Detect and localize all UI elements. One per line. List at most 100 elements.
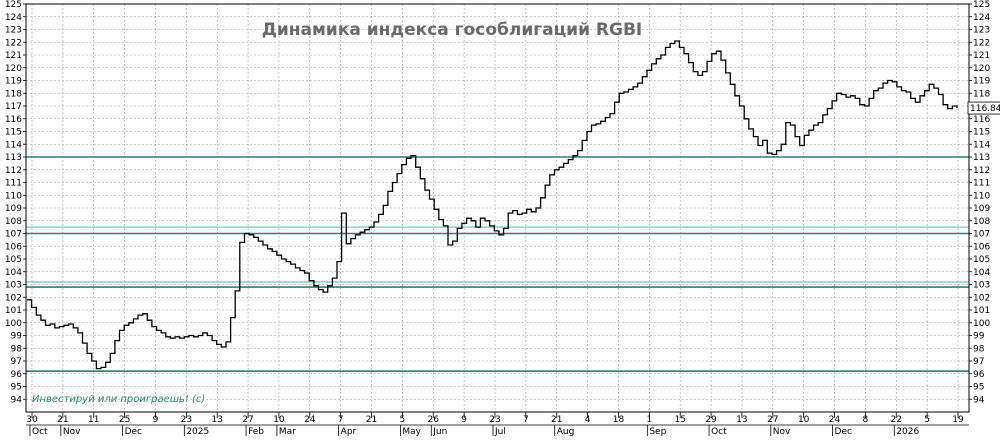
- y-tick-label-left: 102: [5, 293, 22, 303]
- x-day-tick-label: 27: [242, 415, 253, 425]
- x-day-tick-label: 1: [646, 415, 652, 425]
- y-tick-label-right: 100: [973, 319, 990, 329]
- x-month-tick-label: 2025: [186, 427, 209, 437]
- y-tick-label-right: 122: [973, 38, 990, 48]
- y-tick-label-left: 125: [5, 0, 22, 10]
- x-day-tick-label: 19: [952, 415, 964, 425]
- y-tick-label-left: 114: [5, 140, 22, 150]
- x-day-tick-label: 21: [551, 415, 562, 425]
- x-month-tick-label: Dec: [835, 427, 852, 437]
- y-tick-label-left: 105: [5, 255, 22, 265]
- x-day-tick-label: 5: [400, 415, 406, 425]
- x-axis: 30 21 11 25 9 23 13 27 10 24 7 21 5 26 9 23 7 21 4 18 1 15 29 1…: [26, 412, 969, 437]
- x-day-tick-label: 24: [304, 415, 316, 425]
- current-value-box: [967, 101, 1000, 115]
- x-day-tick-label: 8: [863, 415, 869, 425]
- x-month-tick-label: Jul: [494, 427, 506, 437]
- series-line-rgbi: [27, 40, 958, 370]
- x-day-tick-label: 7: [338, 415, 344, 425]
- x-month-tick-label: Aug: [557, 427, 575, 437]
- y-tick-label-left: 99: [11, 332, 23, 342]
- x-day-tick-label: 11: [88, 415, 99, 425]
- y-tick-label-left: 124: [5, 13, 22, 23]
- x-day-tick-label: 29: [705, 415, 717, 425]
- y-tick-label-right: 109: [973, 204, 990, 214]
- y-tick-label-left: 103: [5, 281, 22, 291]
- y-tick-label-left: 101: [5, 306, 22, 316]
- y-tick-label-left: 116: [5, 115, 22, 125]
- y-tick-label-right: 115: [973, 128, 990, 138]
- y-tick-label-right: 125: [973, 0, 990, 10]
- x-day-tick-label: 5: [924, 415, 930, 425]
- y-tick-label-left: 110: [5, 191, 22, 201]
- x-day-tick-label: 10: [798, 415, 810, 425]
- x-month-tick-label: Oct: [32, 427, 48, 437]
- x-day-tick-label: 9: [153, 415, 159, 425]
- y-tick-label-left: 104: [5, 268, 22, 278]
- y-tick-label-left: 118: [5, 89, 22, 99]
- x-day-tick-label: 7: [523, 415, 529, 425]
- y-tick-label-left: 113: [5, 153, 22, 163]
- x-day-tick-label: 4: [585, 415, 591, 425]
- y-tick-label-right: 114: [973, 140, 990, 150]
- y-tick-label-left: 115: [5, 128, 22, 138]
- y-tick-label-right: 121: [973, 51, 990, 61]
- x-month-tick-label: Nov: [63, 427, 81, 437]
- y-tick-label-left: 111: [5, 179, 22, 189]
- plot-frame: [25, 3, 970, 413]
- x-day-tick-label: 26: [428, 415, 440, 425]
- y-tick-label-right: 107: [973, 230, 990, 240]
- x-month-tick-label: May: [402, 427, 421, 437]
- y-tick-label-right: 113: [973, 153, 990, 163]
- y-tick-label-left: 119: [5, 77, 22, 87]
- y-tick-label-right: 96: [973, 370, 985, 380]
- y-tick-label-left: 122: [5, 38, 22, 48]
- x-month-tick-label: Sep: [649, 427, 666, 437]
- y-tick-label-right: 103: [973, 281, 990, 291]
- y-tick-label-right: 97: [973, 357, 984, 367]
- y-tick-label-left: 98: [11, 344, 23, 354]
- y-tick-label-right: 104: [973, 268, 990, 278]
- y-tick-label-left: 94: [11, 395, 23, 405]
- y-tick-label-left: 95: [11, 383, 22, 393]
- x-day-tick-label: 21: [57, 415, 68, 425]
- x-day-tick-label: 23: [181, 415, 192, 425]
- x-month-tick-label: 2026: [896, 427, 919, 437]
- y-axis-left: 94 95 96 97 98 99 100 101 102 103 104 105 106 107 108 1…: [5, 0, 26, 405]
- y-tick-label-left: 106: [5, 242, 22, 252]
- y-tick-label-left: 112: [5, 166, 22, 176]
- y-tick-label-right: 124: [973, 13, 990, 23]
- x-month-tick-label: Jun: [432, 427, 447, 437]
- y-tick-label-right: 105: [973, 255, 990, 265]
- x-month-tick-label: Nov: [773, 427, 791, 437]
- y-tick-label-right: 110: [973, 191, 990, 201]
- y-tick-label-right: 116: [973, 115, 990, 125]
- y-tick-label-left: 100: [5, 319, 22, 329]
- x-day-tick-label: 13: [211, 415, 222, 425]
- grid-layer: [26, 3, 969, 412]
- current-value-label: 116.84: [970, 104, 1000, 114]
- y-tick-label-right: 120: [973, 64, 990, 74]
- x-month-tick-label: Apr: [341, 427, 357, 437]
- y-tick-label-right: 112: [973, 166, 990, 176]
- x-day-tick-label: 13: [736, 415, 747, 425]
- y-tick-label-right: 95: [973, 383, 984, 393]
- horizontal-levels-layer: [26, 156, 969, 373]
- y-tick-label-left: 96: [11, 370, 23, 380]
- y-tick-label-right: 98: [973, 344, 985, 354]
- y-tick-label-right: 118: [973, 89, 990, 99]
- x-day-tick-label: 24: [829, 415, 841, 425]
- y-tick-label-left: 123: [5, 26, 22, 36]
- x-day-tick-label: 22: [891, 415, 902, 425]
- y-tick-label-left: 97: [11, 357, 22, 367]
- y-tick-label-left: 108: [5, 217, 22, 227]
- x-day-tick-label: 25: [119, 415, 130, 425]
- y-tick-label-left: 107: [5, 230, 22, 240]
- current-value-tag: 116.84: [967, 101, 1000, 115]
- watermark-text: Инвестируй или проиграешь! (с): [32, 394, 205, 405]
- x-month-tick-label: Feb: [248, 427, 264, 437]
- y-tick-label-right: 106: [973, 242, 990, 252]
- x-day-tick-label: 27: [767, 415, 778, 425]
